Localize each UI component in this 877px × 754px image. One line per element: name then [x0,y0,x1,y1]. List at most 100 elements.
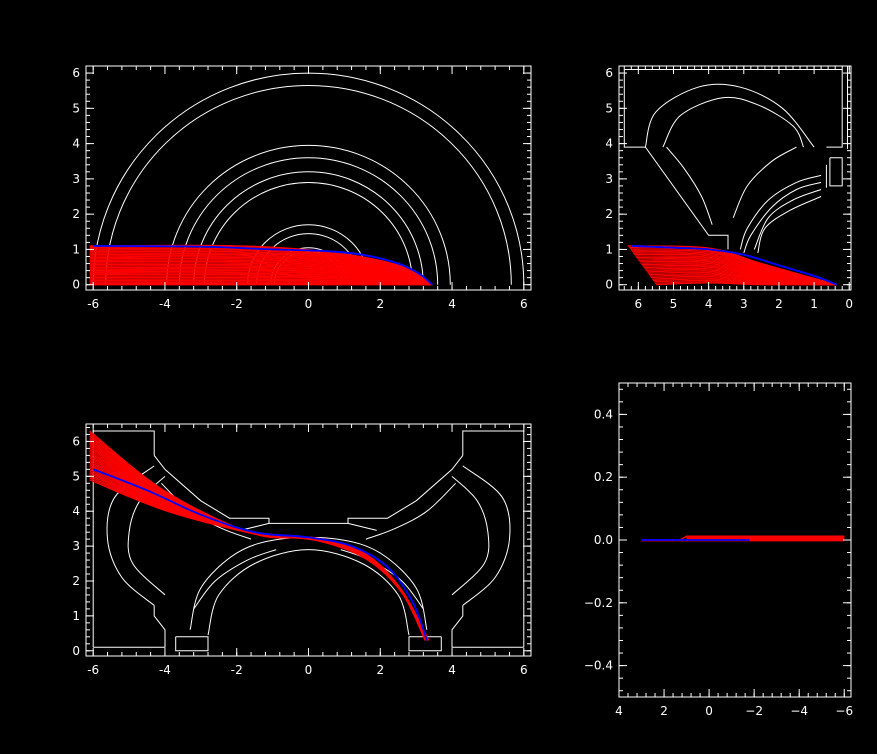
x-tick-label: −4 [790,704,808,718]
structure-curve [662,96,804,148]
y-tick-label: 3 [605,172,613,186]
y-tick-label: 1 [72,242,80,256]
x-tick-label: 2 [660,704,668,718]
structure-curve [451,475,490,596]
y-tick-label: 5 [605,101,613,115]
axes-frame [618,65,852,291]
structure-line [175,636,209,652]
y-tick-label: 2 [605,207,613,221]
structure-curve [666,146,713,225]
structure-curve [365,482,456,540]
trajectory-line [89,435,429,641]
structure-arc [178,157,439,285]
x-tick-label: -2 [231,663,243,677]
y-tick-label: 0 [72,644,80,658]
trajectory-line [89,433,430,641]
trajectory-line [89,477,426,641]
y-tick-label: −0.2 [584,596,613,610]
x-tick-label: 1 [810,297,818,311]
y-tick-label: 4 [72,504,80,518]
trajectory-line [627,245,838,286]
x-tick-label: 2 [376,663,384,677]
x-tick-label: -2 [231,297,243,311]
panel-bottom-right: 4 2 0 −2 −4 −6 −0.4 −0.2 0.0 0.2 0.4 [584,382,853,718]
x-tick-label: 4 [705,297,713,311]
x-tick-label: -6 [87,663,99,677]
structure-line [624,69,843,148]
y-tick-label: 0.2 [594,470,613,484]
x-tick-label: -4 [159,297,171,311]
structure-curve [462,465,511,606]
x-tick-label: 0 [705,704,713,718]
y-tick-label: 0.0 [594,533,613,547]
structure-curve [207,549,410,636]
trajectory-line [89,279,433,286]
y-tick-label: 0 [605,278,613,292]
structure-curve [753,189,822,250]
structure-arc [166,144,451,285]
y-tick-label: −0.4 [584,659,613,673]
reference-trajectory [93,245,433,286]
x-tick-label: 4 [448,297,456,311]
trajectory-line [89,432,430,641]
reference-trajectory [92,468,428,641]
y-tick-label: 3 [72,539,80,553]
y-tick-label: 1 [605,242,613,256]
structure-curve [732,146,797,218]
structure-curve [193,549,277,610]
structure-line [408,636,442,652]
trajectory-line [89,469,427,641]
plot-area [89,430,525,652]
trajectory-line [89,440,429,641]
reference-trajectory [631,245,838,286]
trajectory-line [89,437,429,641]
y-tick-label: 5 [72,101,80,115]
x-tick-label: 0 [305,663,313,677]
structure-curve [743,181,822,254]
structure-curve [644,83,815,148]
x-tick-label: 4 [615,704,623,718]
y-tick-label: 0 [72,278,80,292]
panel-top-right: 6 5 4 3 2 1 0 0 1 2 3 4 5 6 [605,65,853,311]
x-tick-label: 6 [520,663,528,677]
structure-arc [193,171,424,285]
x-tick-label: −6 [835,704,853,718]
x-tick-label: 6 [520,297,528,311]
y-tick-label: 6 [72,66,80,80]
plot-area [620,66,848,286]
y-tick-label: 5 [72,469,80,483]
structure-line [153,455,464,524]
axes-frame [85,423,532,657]
x-tick-label: 0 [305,297,313,311]
trajectory-line [89,442,429,641]
structure-line [623,69,729,250]
structure-line [462,430,525,648]
y-tick-label: 6 [72,434,80,448]
structure-line [347,522,377,531]
panel-bottom-left: -6 -4 -2 0 2 4 6 0 1 2 3 4 5 6 [72,423,532,677]
trajectory-line [89,430,430,641]
y-tick-label: 4 [605,137,613,151]
structure-curve [739,174,822,250]
structure-line [93,605,166,648]
y-tick-label: 6 [605,66,613,80]
structure-line [92,430,155,648]
plot-area [89,72,525,286]
structure-curve [757,196,822,254]
x-tick-label: -6 [87,297,99,311]
structure-arc [203,181,414,285]
y-tick-label: 1 [72,609,80,623]
structure-line [829,157,843,187]
structure-curve [340,549,424,610]
x-tick-label: 0 [845,297,853,311]
y-tick-label: 3 [72,172,80,186]
panel-top-left: -6 -4 -2 0 2 4 6 0 1 2 3 4 5 6 [72,65,532,311]
x-tick-label: -4 [159,663,171,677]
structure-curve [189,536,428,630]
y-tick-label: 4 [72,137,80,151]
x-tick-label: 2 [376,297,384,311]
trajectory-line [89,438,429,641]
structure-line [620,66,848,149]
structure-line [451,605,524,648]
